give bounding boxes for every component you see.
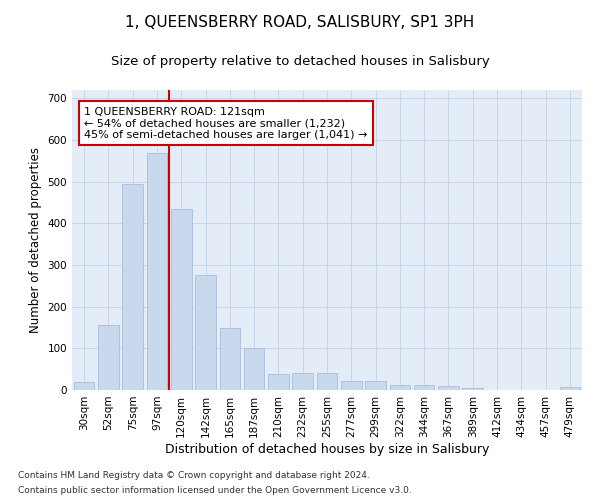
Bar — [74, 382, 94, 390]
Text: Contains public sector information licensed under the Open Government Licence v3: Contains public sector information licen… — [18, 486, 412, 495]
Y-axis label: Number of detached properties: Number of detached properties — [29, 147, 42, 333]
Bar — [292, 372, 313, 390]
Bar — [560, 386, 580, 390]
Bar — [463, 388, 483, 390]
Bar — [171, 209, 191, 390]
Bar — [268, 374, 289, 390]
Bar — [220, 328, 240, 390]
Bar — [389, 385, 410, 390]
Bar — [244, 348, 265, 390]
Text: 1, QUEENSBERRY ROAD, SALISBURY, SP1 3PH: 1, QUEENSBERRY ROAD, SALISBURY, SP1 3PH — [125, 15, 475, 30]
Bar — [98, 326, 119, 390]
Bar — [341, 381, 362, 390]
Bar — [438, 386, 459, 390]
Text: 1 QUEENSBERRY ROAD: 121sqm
← 54% of detached houses are smaller (1,232)
45% of s: 1 QUEENSBERRY ROAD: 121sqm ← 54% of deta… — [84, 106, 368, 140]
Bar — [365, 381, 386, 390]
Bar — [122, 184, 143, 390]
Text: Size of property relative to detached houses in Salisbury: Size of property relative to detached ho… — [110, 55, 490, 68]
Bar — [414, 385, 434, 390]
Bar — [317, 372, 337, 390]
Bar — [195, 276, 216, 390]
Text: Contains HM Land Registry data © Crown copyright and database right 2024.: Contains HM Land Registry data © Crown c… — [18, 471, 370, 480]
Bar — [146, 152, 167, 390]
X-axis label: Distribution of detached houses by size in Salisbury: Distribution of detached houses by size … — [165, 442, 489, 456]
